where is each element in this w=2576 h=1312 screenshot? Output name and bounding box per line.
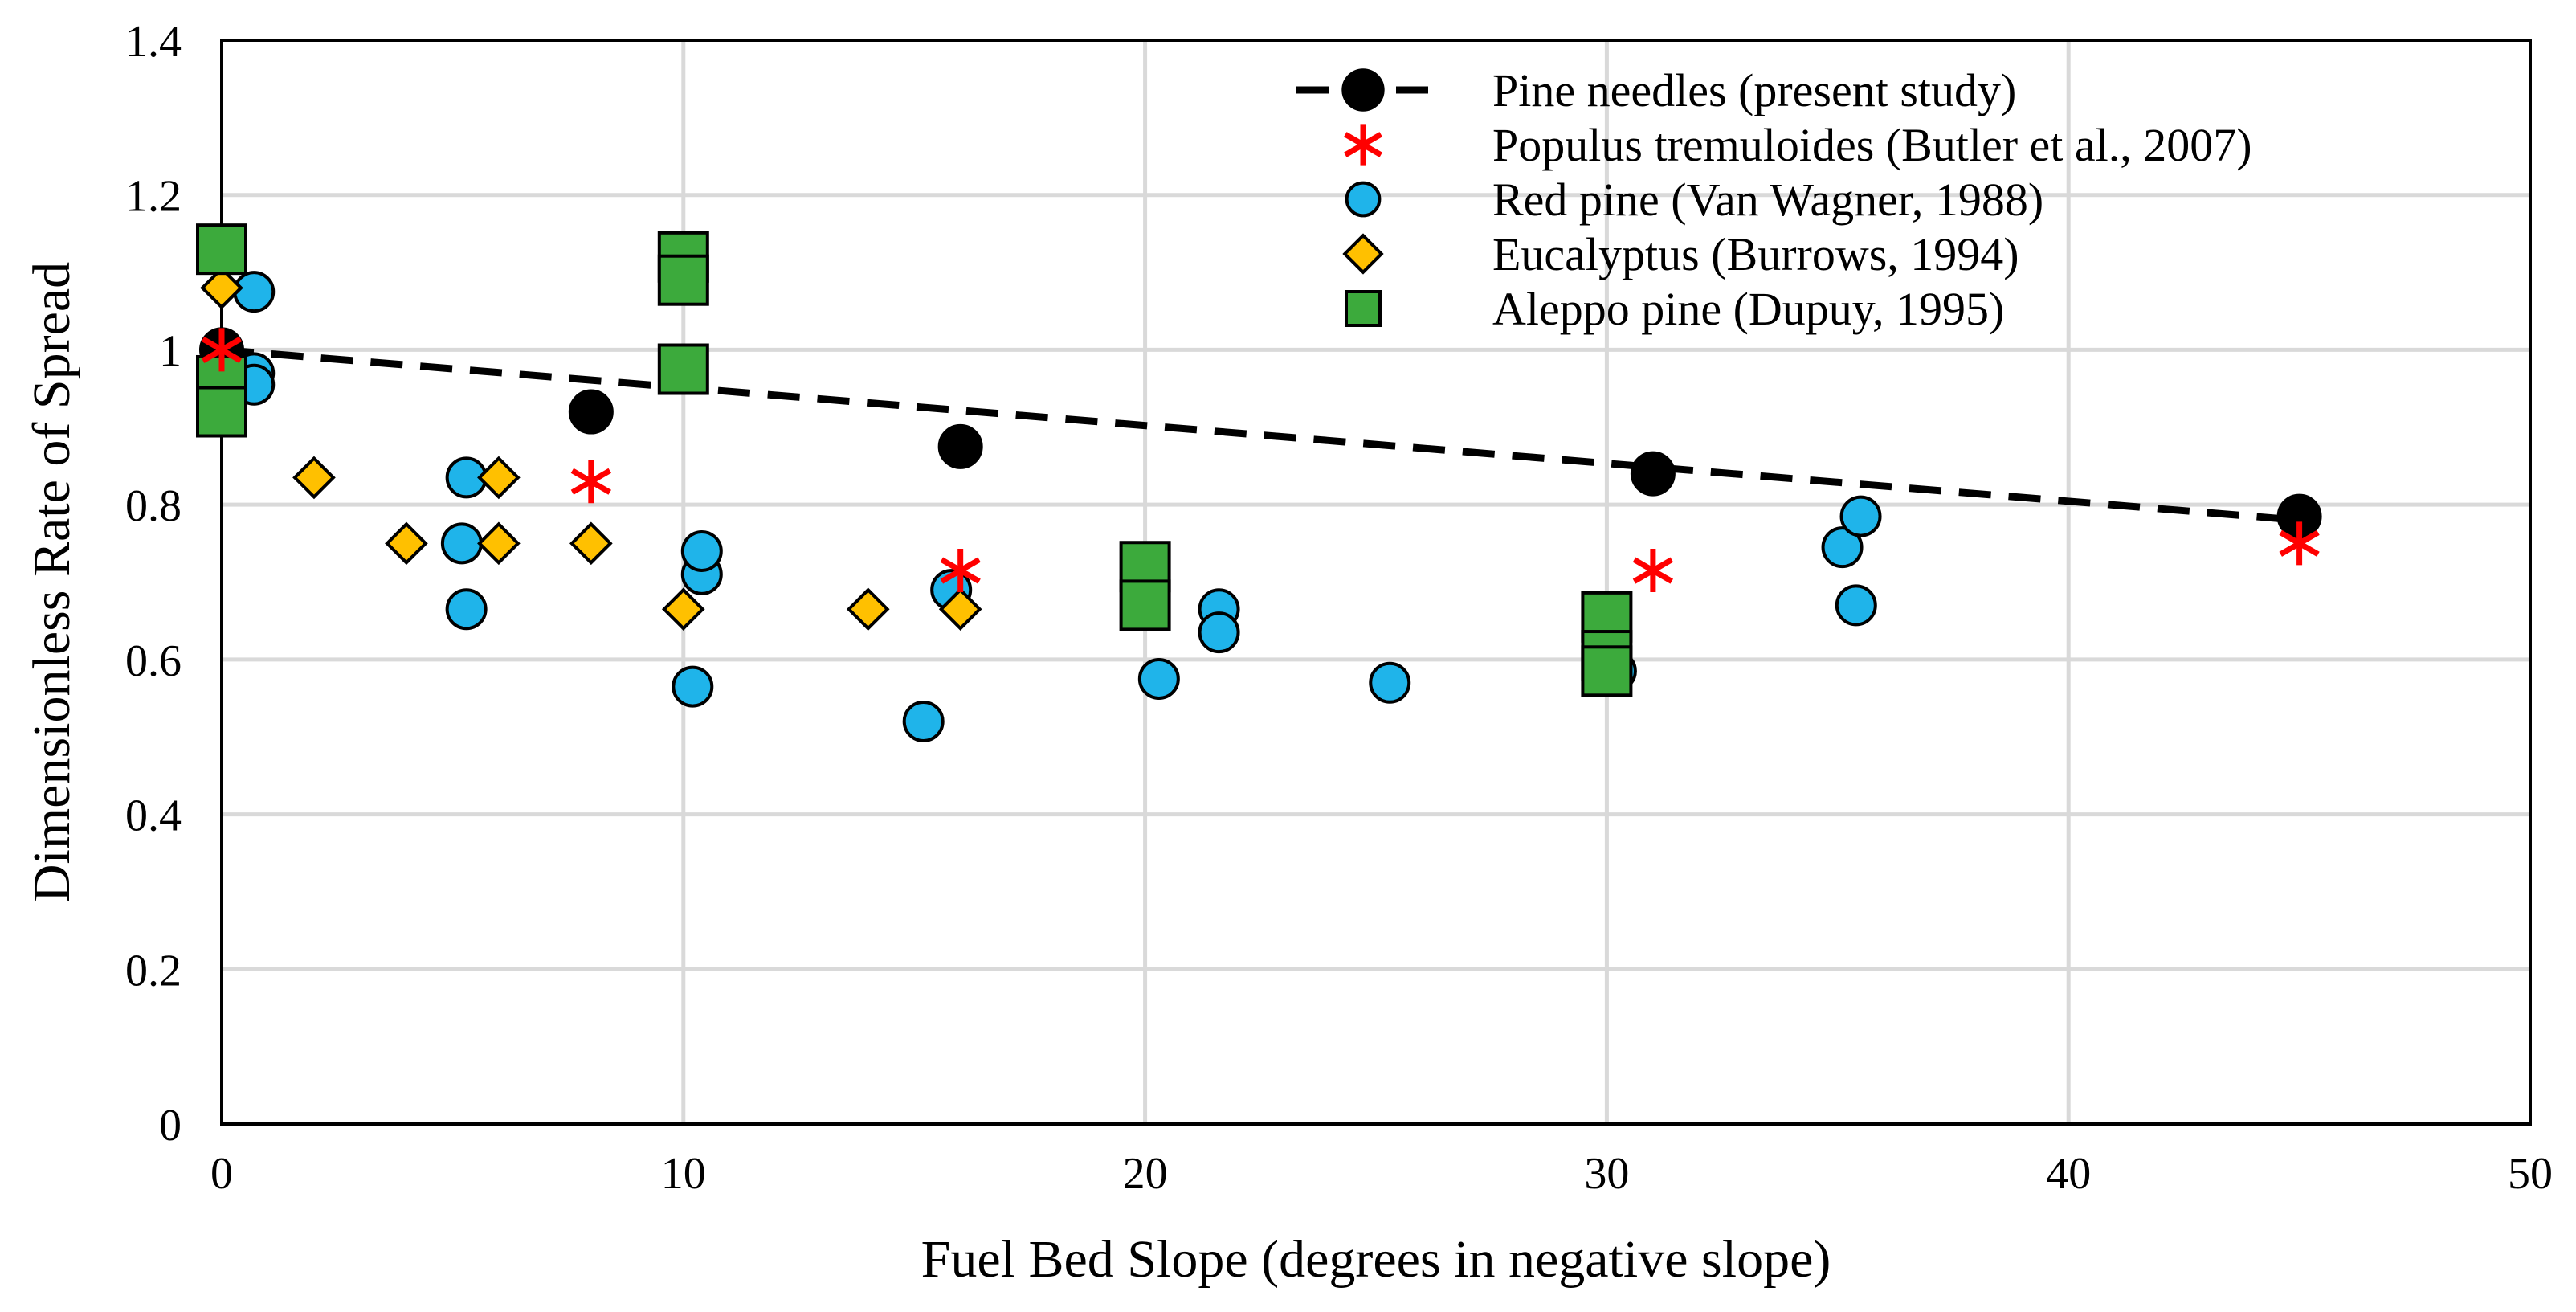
data-point <box>477 456 521 500</box>
legend-entry: Red pine (Van Wagner, 1988) <box>1345 174 2043 226</box>
data-point <box>657 343 709 395</box>
data-point <box>661 587 705 631</box>
y-tick-label: 0.6 <box>125 636 182 686</box>
legend-marker <box>1345 290 1382 327</box>
legend-label: Red pine (Van Wagner, 1988) <box>1492 174 2043 226</box>
legend-marker <box>1344 124 1382 166</box>
legend: Pine needles (present study)Populus trem… <box>1296 64 2252 335</box>
data-point <box>1119 579 1171 631</box>
y-tick-label: 0 <box>159 1101 182 1151</box>
x-tick-label: 50 <box>2508 1149 2553 1199</box>
x-tick-label: 0 <box>210 1149 233 1199</box>
data-point <box>440 522 483 565</box>
data-point <box>1835 584 1877 627</box>
data-point <box>1369 661 1411 704</box>
legend-entry: Pine needles (present study) <box>1296 64 2016 116</box>
y-tick-label: 1.2 <box>125 172 182 222</box>
data-point <box>1839 495 1882 537</box>
legend-label: Populus tremuloides (Butler et al., 2007… <box>1492 119 2252 171</box>
data-point <box>200 266 243 310</box>
data-point <box>1632 549 1674 593</box>
data-point <box>846 587 890 631</box>
data-point <box>938 587 982 631</box>
y-tick-label: 0.8 <box>125 481 182 531</box>
data-point <box>1137 657 1180 700</box>
data-point <box>385 521 428 566</box>
data-point <box>292 456 336 500</box>
plot-area-frame <box>220 39 2532 1126</box>
x-tick-label: 30 <box>1584 1149 1629 1199</box>
data-point <box>196 223 247 276</box>
x-tick-label: 20 <box>1123 1149 1168 1199</box>
data-point <box>902 700 945 742</box>
data-point <box>657 254 709 306</box>
legend-label: Eucalyptus (Burrows, 1994) <box>1492 228 2019 280</box>
y-axis-title: Dimensionless Rate of Spread <box>22 262 81 902</box>
data-point <box>1198 611 1240 654</box>
legend-entry: Aleppo pine (Dupuy, 1995) <box>1345 283 2004 335</box>
data-point <box>196 386 247 438</box>
y-tick-label: 0.4 <box>125 791 182 841</box>
legend-entry: Eucalyptus (Burrows, 1994) <box>1342 228 2019 280</box>
legend-marker <box>1341 68 1385 112</box>
legend-marker <box>1345 181 1382 218</box>
data-point <box>570 460 611 504</box>
y-axis-ticks: 0 0.2 0.4 0.6 0.8 1 1.2 1.4 <box>125 17 182 1151</box>
data-point <box>233 271 276 313</box>
data-point <box>568 389 614 435</box>
data-point <box>477 521 521 566</box>
legend-label: Aleppo pine (Dupuy, 1995) <box>1492 283 2004 335</box>
data-point <box>201 328 243 372</box>
data-point <box>1581 645 1633 697</box>
data-point <box>1821 526 1864 569</box>
y-tick-label: 1 <box>159 326 182 376</box>
x-axis-title: Fuel Bed Slope (degrees in negative slop… <box>921 1230 1831 1289</box>
data-point <box>940 549 981 593</box>
data-point <box>672 665 714 708</box>
x-axis-ticks: 0 10 20 30 40 50 <box>210 1149 2553 1199</box>
data-point <box>2279 521 2320 566</box>
x-tick-label: 10 <box>661 1149 706 1199</box>
legend-label: Pine needles (present study) <box>1492 64 2016 116</box>
data-markers <box>196 223 2322 742</box>
data-point <box>445 588 488 631</box>
data-point <box>680 529 723 572</box>
data-point <box>1630 451 1676 497</box>
data-point <box>569 521 613 566</box>
legend-marker <box>1342 233 1384 275</box>
x-tick-label: 40 <box>2046 1149 2091 1199</box>
y-tick-label: 1.4 <box>125 17 182 67</box>
legend-entry: Populus tremuloides (Butler et al., 2007… <box>1344 119 2252 171</box>
data-point <box>937 423 983 469</box>
y-tick-label: 0.2 <box>125 946 182 995</box>
